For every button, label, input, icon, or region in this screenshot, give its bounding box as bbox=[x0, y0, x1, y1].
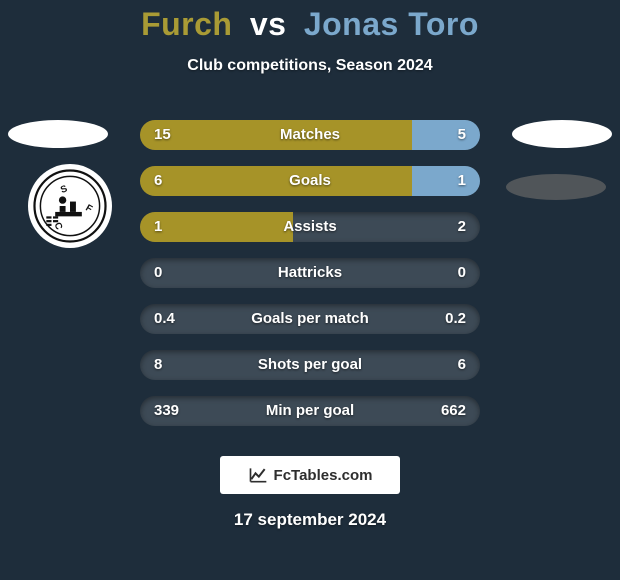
stat-row: 155Matches bbox=[0, 112, 620, 158]
player2-name: Jonas Toro bbox=[304, 6, 479, 42]
stat-bar-track: 00Hattricks bbox=[140, 258, 480, 288]
comparison-card: Furch vs Jonas Toro Club competitions, S… bbox=[0, 0, 620, 580]
chart-icon bbox=[248, 465, 268, 485]
stat-bar-track: 12Assists bbox=[140, 212, 480, 242]
stat-label: Goals bbox=[140, 166, 480, 196]
stat-row: 86Shots per goal bbox=[0, 342, 620, 388]
stat-bar-track: 339662Min per goal bbox=[140, 396, 480, 426]
stat-row: 12Assists bbox=[0, 204, 620, 250]
stat-label: Min per goal bbox=[140, 396, 480, 426]
stat-label: Matches bbox=[140, 120, 480, 150]
stat-row: 0.40.2Goals per match bbox=[0, 296, 620, 342]
stat-row: 00Hattricks bbox=[0, 250, 620, 296]
stat-label: Hattricks bbox=[140, 258, 480, 288]
brand-text: FcTables.com bbox=[274, 467, 373, 484]
stat-row: 339662Min per goal bbox=[0, 388, 620, 434]
brand-box: FcTables.com bbox=[220, 456, 400, 494]
stat-label: Assists bbox=[140, 212, 480, 242]
title: Furch vs Jonas Toro bbox=[0, 0, 620, 43]
date: 17 september 2024 bbox=[0, 510, 620, 530]
stats-area: S F C 155Matches61Goals12A bbox=[0, 112, 620, 434]
stat-bar-track: 86Shots per goal bbox=[140, 350, 480, 380]
vs-text: vs bbox=[250, 6, 287, 42]
player1-name: Furch bbox=[141, 6, 232, 42]
stat-bar-track: 61Goals bbox=[140, 166, 480, 196]
stat-bars: 155Matches 61Goals 12Assists 00Hattricks 0.4… bbox=[0, 112, 620, 434]
stat-label: Shots per goal bbox=[140, 350, 480, 380]
stat-bar-track: 0.40.2Goals per match bbox=[140, 304, 480, 334]
stat-bar-track: 155Matches bbox=[140, 120, 480, 150]
subtitle: Club competitions, Season 2024 bbox=[0, 57, 620, 75]
stat-label: Goals per match bbox=[140, 304, 480, 334]
stat-row: 61Goals bbox=[0, 158, 620, 204]
